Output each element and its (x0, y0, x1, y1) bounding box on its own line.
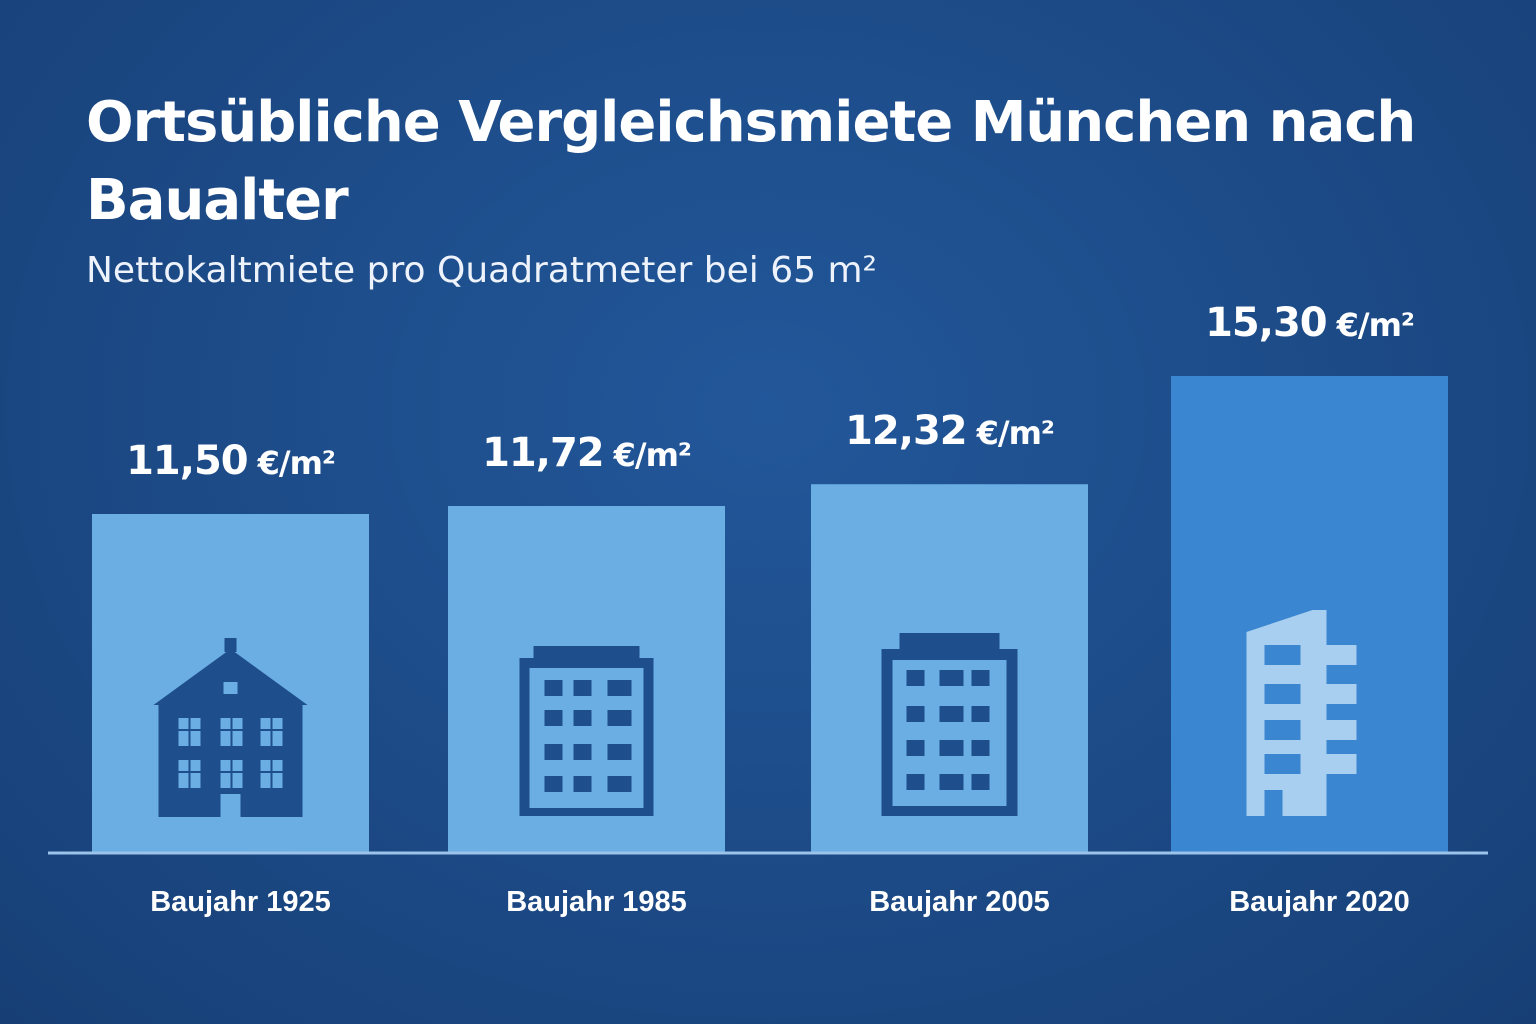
building-roof (533, 646, 640, 658)
x-tick-label: Baujahr 1985 (506, 886, 687, 918)
bar-value-label: 15,30 €/m² (1205, 300, 1414, 346)
bar-group (92, 514, 369, 852)
tower-balcony (1326, 720, 1357, 740)
building-window (544, 710, 563, 726)
old-house-icon (153, 638, 308, 817)
bar-value-unit: €/m² (1336, 306, 1414, 344)
building-window (573, 776, 592, 792)
window-transom (260, 771, 283, 773)
building-window (573, 744, 592, 760)
building-window (939, 740, 964, 756)
roof-shape (153, 649, 308, 705)
building-window (607, 744, 632, 760)
x-tick-label: Baujahr 2005 (869, 886, 1050, 918)
bar-value-unit: €/m² (257, 444, 335, 482)
window-transom (260, 729, 283, 731)
window-transom (220, 771, 243, 773)
tower-body (1246, 610, 1313, 816)
bar-value-label: 11,72 €/m² (482, 430, 691, 476)
building-window (544, 680, 563, 696)
building-window (939, 706, 964, 722)
tower-window-band (1264, 754, 1301, 774)
building-window (939, 670, 964, 686)
building-window (971, 740, 990, 756)
building-window (906, 670, 925, 686)
bar-value-number: 12,32 (845, 408, 967, 454)
building-window (544, 744, 563, 760)
window-mullion (230, 718, 233, 746)
window-transom (220, 729, 243, 731)
building-window (971, 670, 990, 686)
tower-entrance (1264, 790, 1283, 816)
building-window (971, 774, 990, 790)
window-mullion (270, 760, 273, 788)
chart-title: Ortsübliche Vergleichsmiete München nach… (86, 90, 1416, 233)
tower-balcony (1326, 754, 1357, 774)
window-mullion (230, 760, 233, 788)
tower-balcony (1326, 645, 1357, 665)
window-mullion (188, 760, 191, 788)
bar-group (1171, 376, 1448, 852)
bar-value-number: 11,50 (126, 438, 248, 484)
building-window (906, 706, 925, 722)
window-transom (178, 771, 201, 773)
tower-window-band (1264, 684, 1301, 704)
window-transom (178, 729, 201, 731)
building-window (607, 680, 632, 696)
bar-group (811, 484, 1088, 852)
bar-group (448, 506, 725, 852)
bar-value-label: 12,32 €/m² (845, 408, 1054, 454)
bar-value-number: 15,30 (1205, 300, 1327, 346)
building-window (573, 710, 592, 726)
window-mullion (188, 718, 191, 746)
tower-window-band (1264, 720, 1301, 740)
x-tick-label: Baujahr 1925 (150, 886, 331, 918)
bar-value-unit: €/m² (976, 414, 1054, 452)
modern-building-icon (1246, 610, 1357, 816)
building-window (939, 774, 964, 790)
building-window (906, 740, 925, 756)
building-window (607, 776, 632, 792)
building-roof (899, 633, 1000, 649)
building-window (544, 776, 563, 792)
bar-value-number: 11,72 (482, 430, 604, 476)
house-door (220, 794, 241, 817)
window-mullion (270, 718, 273, 746)
chimney-shape (224, 638, 237, 652)
building-window (607, 710, 632, 726)
x-tick-label: Baujahr 2020 (1229, 886, 1410, 918)
building-window (573, 680, 592, 696)
bar-value-label: 11,50 €/m² (126, 438, 335, 484)
tower-rail (1312, 610, 1327, 816)
bars-layer (92, 376, 1448, 852)
dormer-window (223, 682, 238, 694)
bar-value-unit: €/m² (613, 436, 691, 474)
chart-subtitle: Nettokaltmiete pro Quadratmeter bei 65 m… (86, 250, 877, 291)
building-window (906, 774, 925, 790)
tower-window-band (1264, 645, 1301, 665)
tower-balcony (1326, 684, 1357, 704)
building-window (971, 706, 990, 722)
apartment-block-icon (519, 646, 654, 816)
apartment-building-icon (881, 633, 1018, 816)
